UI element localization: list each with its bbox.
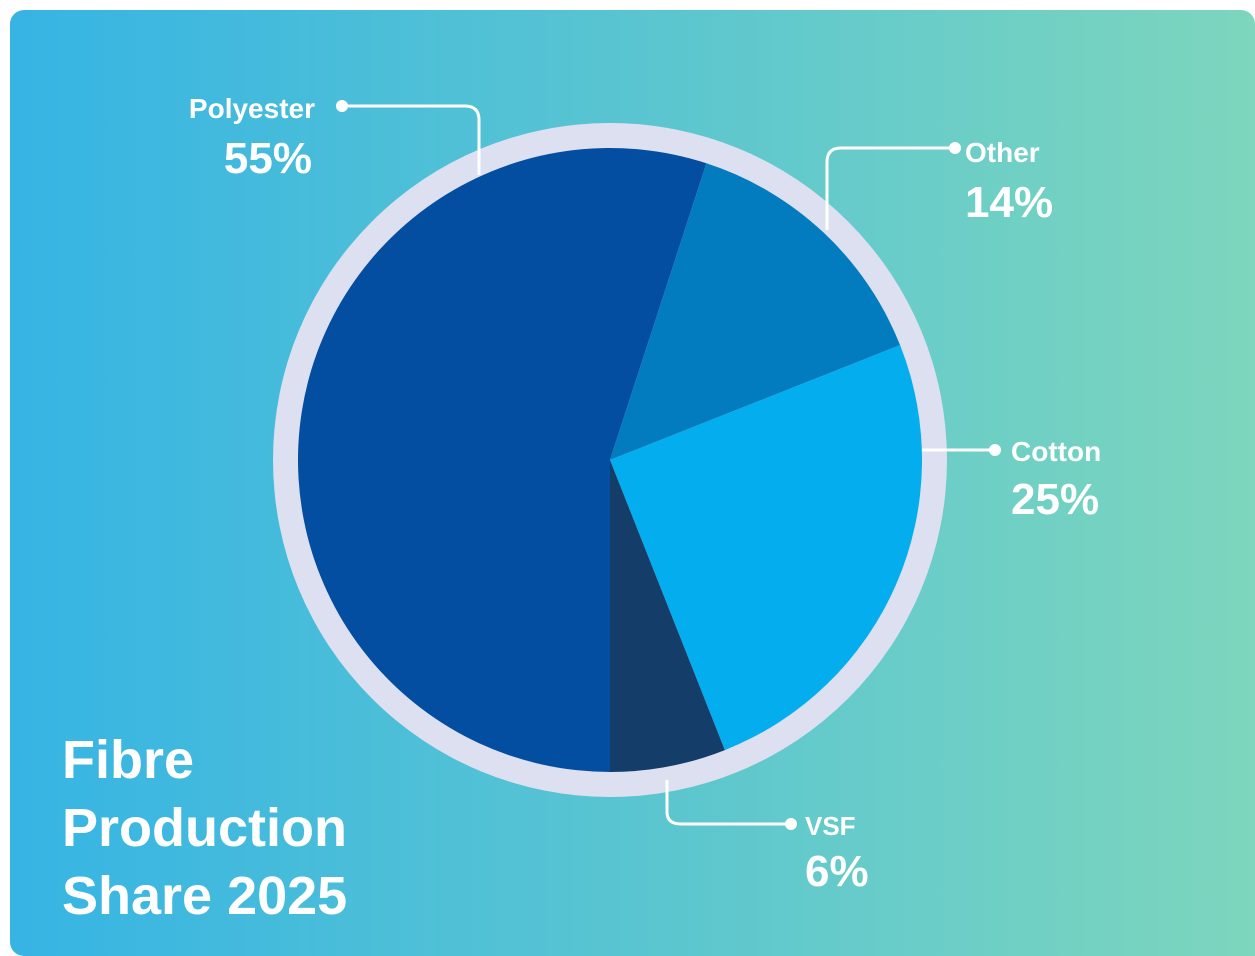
leader-dot-other (949, 142, 961, 154)
pie-slice-cotton (610, 345, 922, 751)
pie-slices (297, 147, 922, 773)
leader-line-polyester (342, 104, 481, 175)
chart-title: Fibre Production Share 2025 (62, 730, 348, 926)
leader-line-vsf (665, 780, 791, 826)
slice-value-vsf: 6% (805, 847, 869, 896)
slice-label-vsf: VSF (805, 811, 856, 841)
pie-chart: Polyester 55% Other 14% Cotton 25% VSF 6% (10, 10, 1255, 956)
slice-labels: Polyester 55% Other 14% Cotton 25% VSF 6% (189, 93, 1101, 896)
pie-slice-other (610, 163, 901, 460)
slice-value-polyester: 55% (224, 134, 312, 183)
slice-label-other: Other (965, 137, 1040, 168)
slice-value-other: 14% (965, 178, 1053, 227)
pie-slice-vsf (610, 460, 725, 772)
leader-dot-polyester (336, 100, 348, 112)
chart-card: Polyester 55% Other 14% Cotton 25% VSF 6% Fibre… (10, 10, 1255, 956)
slice-label-cotton: Cotton (1011, 436, 1101, 467)
slice-value-cotton: 25% (1011, 475, 1099, 524)
slice-label-polyester: Polyester (189, 93, 315, 124)
leader-line-other (825, 146, 955, 230)
leader-lines (336, 100, 1001, 830)
leader-dot-vsf (785, 818, 797, 830)
pie-slice-polyester (297, 147, 707, 773)
leader-dot-cotton (989, 444, 1001, 456)
